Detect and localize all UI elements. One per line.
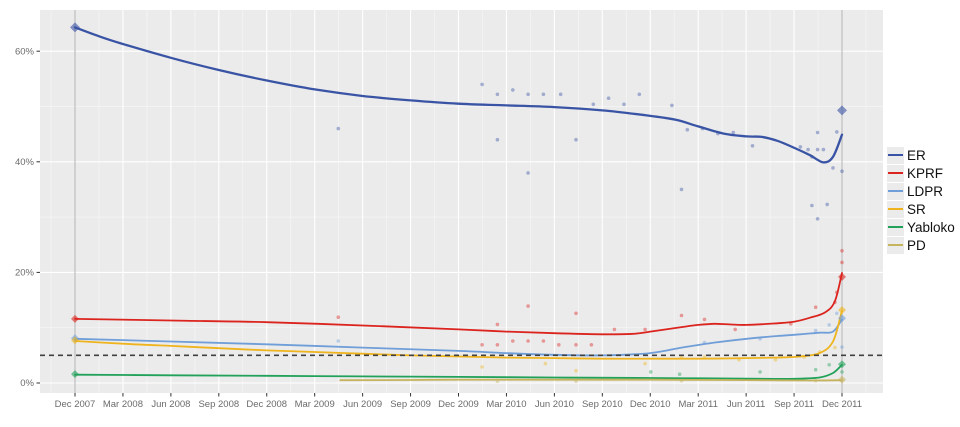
svg-text:Mar 2010: Mar 2010 [486, 399, 526, 410]
legend-key-line-icon [888, 243, 903, 247]
election-result-markers-yabloko [71, 360, 846, 379]
legend-key-swatch-pd [887, 236, 904, 254]
election-result-markers-sr [71, 306, 846, 345]
legend-label: KPRF [907, 165, 944, 181]
poll-points-yabloko [649, 363, 844, 377]
legend-entry-pd: PD [887, 236, 955, 254]
trend-line-ldpr [74, 318, 843, 357]
grid-minor [40, 10, 883, 393]
svg-text:Jun 2011: Jun 2011 [727, 399, 765, 410]
legend-entry-yabloko: Yabloko [887, 218, 955, 236]
legend-label: PD [907, 237, 926, 253]
x-axis-labels: Dec 2007 Mar 2008 Jun 2008 Sep 2008 Dec 2008… [55, 399, 862, 410]
election-result-markers-pd [838, 375, 846, 384]
svg-text:Dec 2007: Dec 2007 [55, 399, 96, 410]
legend-label: SR [907, 201, 926, 217]
svg-text:Dec 2010: Dec 2010 [630, 399, 671, 410]
legend-entry-er: ER [887, 146, 955, 164]
y-axis-labels: 0% 20% 40% 60% [15, 46, 35, 389]
svg-text:Sep 2011: Sep 2011 [774, 399, 814, 410]
legend-key-swatch-er [887, 146, 904, 164]
election-result-markers-kprf [71, 272, 846, 323]
legend-key-swatch-ldpr [887, 182, 904, 200]
legend: ER KPRF LDPR SR Yabloko PD [887, 146, 955, 254]
svg-text:Dec 2011: Dec 2011 [822, 399, 862, 410]
legend-key-swatch-kprf [887, 164, 904, 182]
svg-text:Mar 2009: Mar 2009 [295, 399, 335, 410]
legend-label: ER [907, 147, 926, 163]
legend-entry-sr: SR [887, 200, 955, 218]
legend-key-line-icon [888, 207, 903, 211]
election-date-vlines [74, 10, 843, 393]
legend-key-line-icon [888, 225, 903, 229]
trend-line-er [73, 26, 844, 164]
legend-entry-ldpr: LDPR [887, 182, 955, 200]
election-result-markers-er [70, 22, 847, 116]
svg-text:60%: 60% [15, 46, 35, 57]
svg-text:Jun 2009: Jun 2009 [343, 399, 382, 410]
trend-line-sr [74, 309, 843, 360]
legend-label: Yabloko [907, 219, 955, 235]
svg-text:Sep 2009: Sep 2009 [390, 399, 431, 410]
trend-line-kprf [74, 272, 843, 336]
poll-points-ldpr [336, 311, 844, 349]
svg-text:Jun 2008: Jun 2008 [151, 399, 190, 410]
svg-text:Jun 2010: Jun 2010 [535, 399, 574, 410]
legend-key-swatch-yabloko [887, 218, 904, 236]
svg-text:40%: 40% [15, 157, 35, 168]
svg-text:Mar 2008: Mar 2008 [103, 399, 143, 410]
plot-panel [40, 10, 883, 393]
legend-key-swatch-sr [887, 200, 904, 218]
svg-text:Mar 2011: Mar 2011 [678, 399, 717, 410]
svg-text:Dec 2008: Dec 2008 [246, 399, 287, 410]
legend-key-line-icon [888, 171, 903, 175]
trend-line-pd [339, 378, 843, 382]
legend-key-line-icon [888, 153, 903, 157]
svg-text:Sep 2008: Sep 2008 [198, 399, 239, 410]
svg-text:0%: 0% [20, 378, 34, 389]
axis-ticks [36, 50, 843, 397]
svg-text:Dec 2009: Dec 2009 [438, 399, 479, 410]
trend-line-yabloko [74, 363, 843, 380]
svg-text:Sep 2010: Sep 2010 [582, 399, 623, 410]
legend-label: LDPR [907, 183, 944, 199]
svg-text:20%: 20% [15, 268, 35, 279]
legend-entry-kprf: KPRF [887, 164, 955, 182]
legend-key-line-icon [888, 189, 903, 193]
